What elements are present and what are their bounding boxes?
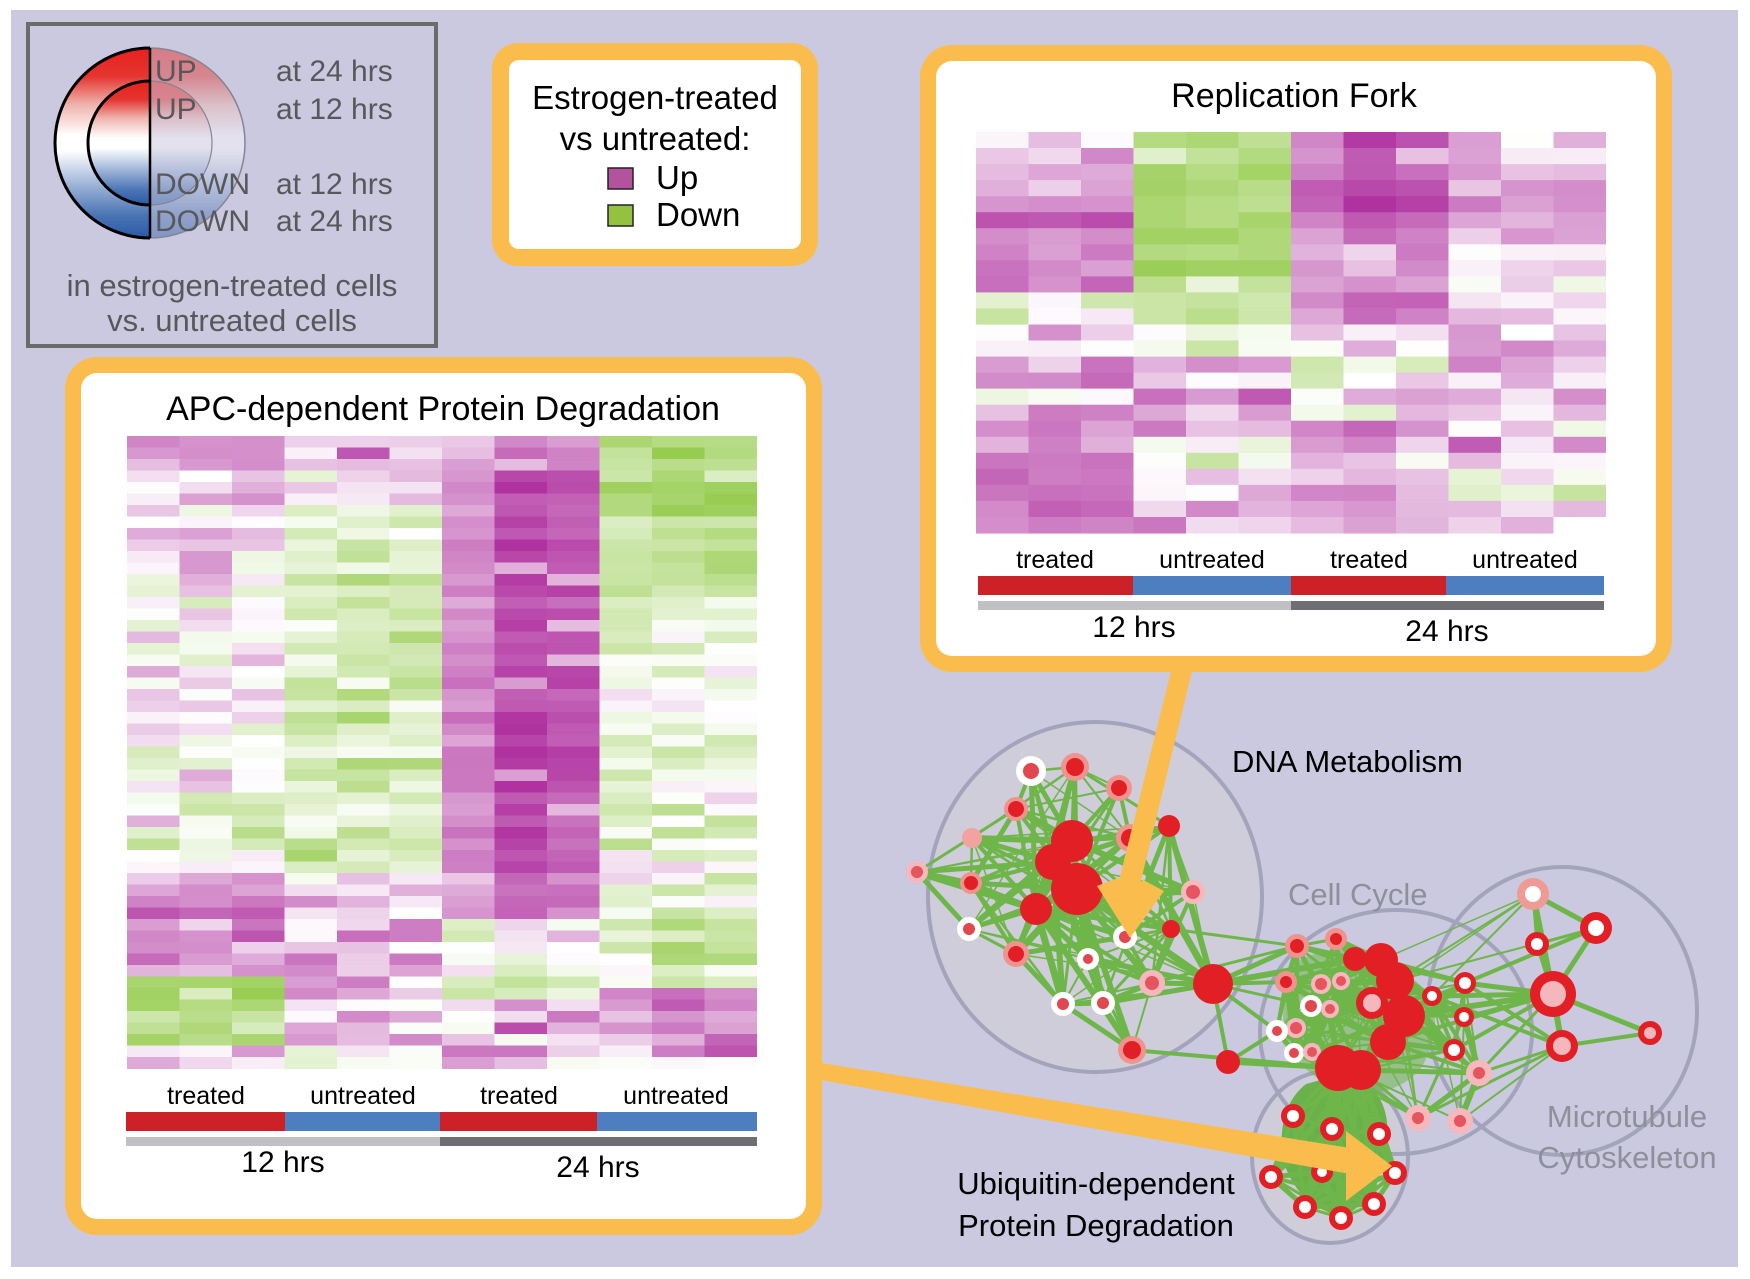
svg-text:untreated: untreated bbox=[1472, 546, 1578, 574]
svg-text:treated: treated bbox=[167, 1082, 245, 1110]
svg-text:Protein Degradation: Protein Degradation bbox=[958, 1208, 1234, 1243]
svg-text:treated: treated bbox=[480, 1082, 558, 1110]
svg-text:DOWN: DOWN bbox=[155, 168, 250, 201]
svg-text:Replication Fork: Replication Fork bbox=[1171, 77, 1418, 115]
svg-text:UP: UP bbox=[155, 55, 197, 88]
svg-text:at 12 hrs: at 12 hrs bbox=[276, 93, 393, 126]
svg-text:Down: Down bbox=[656, 196, 740, 233]
svg-text:12 hrs: 12 hrs bbox=[241, 1146, 324, 1179]
svg-text:in estrogen-treated cells: in estrogen-treated cells bbox=[67, 268, 398, 303]
svg-text:Ubiquitin-dependent: Ubiquitin-dependent bbox=[957, 1166, 1235, 1201]
svg-text:DNA Metabolism: DNA Metabolism bbox=[1232, 744, 1463, 779]
svg-text:24 hrs: 24 hrs bbox=[556, 1151, 639, 1184]
svg-text:at 24 hrs: at 24 hrs bbox=[276, 205, 393, 238]
svg-text:DOWN: DOWN bbox=[155, 205, 250, 238]
svg-text:treated: treated bbox=[1016, 546, 1094, 574]
svg-text:Up: Up bbox=[656, 159, 698, 196]
svg-text:Cytoskeleton: Cytoskeleton bbox=[1537, 1140, 1716, 1175]
svg-text:12 hrs: 12 hrs bbox=[1092, 611, 1175, 644]
svg-text:at 24 hrs: at 24 hrs bbox=[276, 55, 393, 88]
svg-text:Microtubule: Microtubule bbox=[1547, 1099, 1707, 1134]
svg-text:Estrogen-treated: Estrogen-treated bbox=[532, 79, 778, 116]
svg-text:at 12 hrs: at 12 hrs bbox=[276, 168, 393, 201]
svg-text:UP: UP bbox=[155, 93, 197, 126]
svg-text:Cell Cycle: Cell Cycle bbox=[1288, 877, 1428, 912]
svg-text:vs untreated:: vs untreated: bbox=[560, 120, 751, 157]
svg-text:24 hrs: 24 hrs bbox=[1405, 615, 1488, 648]
svg-text:untreated: untreated bbox=[310, 1082, 416, 1110]
svg-text:untreated: untreated bbox=[1159, 546, 1265, 574]
svg-text:treated: treated bbox=[1330, 546, 1408, 574]
svg-text:untreated: untreated bbox=[623, 1082, 729, 1110]
svg-text:APC-dependent Protein Degradat: APC-dependent Protein Degradation bbox=[166, 390, 720, 428]
svg-text:vs. untreated cells: vs. untreated cells bbox=[107, 303, 357, 338]
